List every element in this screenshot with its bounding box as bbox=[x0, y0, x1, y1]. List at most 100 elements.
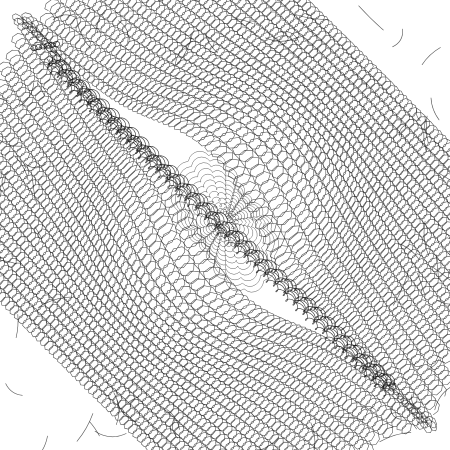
fringe-stroke bbox=[391, 405, 401, 420]
curve-band bbox=[0, 170, 281, 450]
vortex-ring bbox=[205, 196, 245, 247]
fringe-stroke bbox=[360, 406, 377, 411]
curve-band bbox=[39, 13, 440, 415]
fringe-stroke bbox=[96, 11, 105, 34]
crease-stroke bbox=[51, 51, 397, 386]
curve-band bbox=[44, 0, 447, 397]
fringe-stroke bbox=[113, 392, 120, 425]
vortex-ring bbox=[196, 185, 254, 259]
curve-band bbox=[0, 61, 380, 446]
vortex-ring bbox=[200, 190, 249, 253]
fringe-stroke bbox=[436, 300, 450, 305]
curve-band bbox=[82, 0, 450, 364]
curve-band bbox=[0, 223, 228, 450]
curve-band bbox=[262, 0, 450, 188]
fringe-stroke bbox=[417, 272, 426, 296]
fringe-stroke bbox=[37, 296, 72, 308]
curve-band bbox=[0, 285, 164, 450]
crease-start-loop bbox=[48, 41, 56, 48]
curve-band bbox=[0, 271, 179, 450]
fringe-stroke bbox=[379, 432, 412, 443]
fringe-stroke bbox=[294, 14, 330, 20]
vortex-ring bbox=[209, 202, 241, 242]
fringe-stroke bbox=[234, 18, 254, 24]
fringe-stroke bbox=[423, 119, 427, 153]
fringe-stroke bbox=[279, 31, 300, 43]
fringe-stroke bbox=[24, 163, 47, 169]
fringe-stroke bbox=[0, 259, 17, 265]
curve-band bbox=[0, 79, 374, 450]
fringe-stroke bbox=[430, 97, 440, 121]
curve-band bbox=[0, 256, 194, 450]
fringe-stroke bbox=[415, 108, 421, 122]
fringe-stroke bbox=[18, 82, 35, 107]
fringe-stroke bbox=[34, 226, 43, 239]
fringe-stroke bbox=[166, 409, 180, 430]
curve-band bbox=[141, 0, 450, 312]
vortex-ring bbox=[175, 156, 275, 287]
curve-band bbox=[0, 133, 319, 450]
fringe-stroke bbox=[329, 416, 366, 421]
fringe-stroke bbox=[265, 36, 299, 42]
curve-band bbox=[229, 0, 450, 221]
central-vortex-eye bbox=[170, 150, 279, 293]
curve-band bbox=[0, 205, 244, 450]
fringe-stroke bbox=[172, 419, 178, 439]
vortex-ring bbox=[170, 150, 279, 293]
fringe-stroke bbox=[421, 47, 441, 65]
diagonal-crease-band bbox=[30, 41, 397, 397]
fringe-stroke bbox=[435, 254, 439, 280]
vortex-ring bbox=[213, 208, 236, 236]
curve-band bbox=[0, 114, 338, 450]
fringe-stroke bbox=[392, 28, 403, 48]
curve-band bbox=[0, 188, 262, 450]
curve-band bbox=[11, 33, 417, 435]
fringe-stroke bbox=[398, 124, 407, 137]
fringe-stroke bbox=[52, 14, 76, 21]
crease-start-loop bbox=[30, 45, 38, 51]
crease-stroke bbox=[49, 51, 395, 386]
crease-start-loop bbox=[43, 42, 51, 49]
curve-band bbox=[0, 152, 299, 450]
fringe-stroke bbox=[176, 33, 193, 66]
crease-stroke bbox=[39, 61, 387, 397]
fringe-stroke bbox=[76, 413, 94, 442]
fringe-stroke bbox=[89, 421, 100, 437]
fringe-stroke bbox=[76, 16, 92, 49]
crease-start-loop bbox=[39, 43, 47, 50]
fringe-stroke bbox=[116, 399, 140, 423]
fringe-stroke bbox=[399, 243, 420, 260]
curve-band bbox=[5, 49, 394, 439]
fringe-stroke bbox=[118, 20, 129, 43]
fringe-stroke bbox=[427, 359, 440, 370]
fringe-stroke bbox=[358, 5, 384, 31]
vortex-ring bbox=[183, 168, 266, 276]
fringe-stroke bbox=[393, 270, 409, 306]
fringe-stroke bbox=[174, 40, 194, 67]
vortex-ring bbox=[192, 179, 258, 264]
fringe-stroke bbox=[126, 396, 139, 405]
fringe-stroke bbox=[0, 139, 23, 147]
curve-band bbox=[0, 240, 211, 450]
fringe-stroke bbox=[431, 265, 450, 281]
fringe-stroke bbox=[259, 436, 279, 450]
fringe-stroke bbox=[42, 435, 48, 450]
fringe-stroke bbox=[14, 156, 29, 181]
fringe-stroke bbox=[425, 115, 429, 143]
fringe-stroke bbox=[204, 32, 218, 54]
fringe-stroke bbox=[272, 35, 286, 42]
vortex-ring bbox=[179, 162, 271, 282]
fringe-stroke bbox=[0, 98, 10, 102]
fringe-stroke bbox=[37, 83, 45, 97]
fringe-stroke bbox=[310, 422, 316, 450]
fringe-stroke bbox=[1, 171, 9, 190]
fringe-stroke bbox=[31, 177, 36, 202]
fringe-stroke bbox=[411, 359, 423, 367]
fringe-stroke bbox=[5, 383, 23, 396]
fringe-stroke bbox=[15, 314, 19, 338]
fringe-stroke bbox=[411, 394, 422, 410]
edge-fringe-strokes bbox=[0, 5, 450, 450]
crease-start-loop bbox=[34, 44, 42, 51]
fringe-stroke bbox=[434, 387, 450, 411]
